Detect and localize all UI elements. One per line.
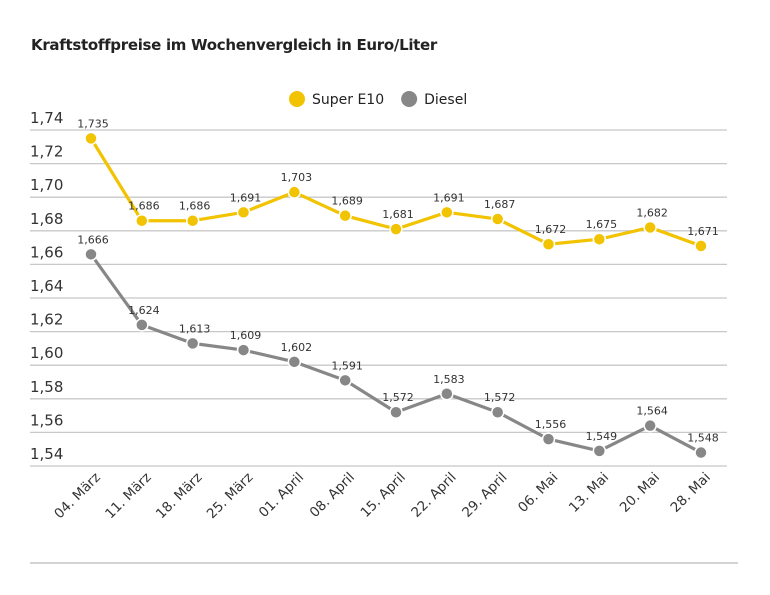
y-tick-label: 1,68 [30, 210, 63, 228]
data-label: 1,549 [586, 430, 618, 443]
data-label: 1,703 [281, 171, 313, 184]
data-point [592, 232, 607, 246]
data-label: 1,687 [484, 198, 516, 211]
data-point [185, 213, 200, 228]
data-label: 1,682 [636, 206, 668, 219]
data-label: 1,672 [535, 223, 567, 236]
data-label: 1,681 [382, 208, 414, 221]
data-point [643, 220, 657, 235]
data-label: 1,624 [128, 304, 160, 317]
y-tick-label: 1,64 [30, 277, 63, 295]
data-label: 1,689 [331, 195, 363, 208]
data-point [338, 373, 352, 388]
data-label: 1,602 [281, 341, 313, 354]
data-point [338, 208, 352, 223]
x-tick-label: 08. April [307, 470, 358, 521]
series-line [89, 253, 702, 454]
data-label: 1,686 [128, 200, 160, 213]
legend-label: Super E10 [312, 92, 384, 108]
y-tick-label: 1,72 [30, 143, 63, 161]
data-point [185, 336, 200, 351]
data-point [287, 355, 302, 369]
y-tick-label: 1,56 [30, 411, 63, 429]
y-tick-label: 1,58 [30, 378, 63, 396]
x-tick-label: 13. Mai [566, 470, 612, 516]
y-tick-label: 1,62 [30, 311, 63, 329]
data-label: 1,691 [230, 191, 262, 204]
data-label: 1,675 [586, 218, 618, 231]
data-label: 1,686 [179, 200, 211, 213]
data-point [440, 387, 454, 401]
x-tick-label: 01. April [256, 470, 307, 521]
x-tick-label: 04. März [51, 470, 104, 523]
data-label: 1,613 [179, 322, 211, 335]
legend-label: Diesel [424, 92, 467, 108]
data-label: 1,548 [687, 432, 719, 445]
x-tick-label: 15. April [357, 470, 408, 521]
data-label: 1,572 [484, 391, 516, 404]
data-point [694, 239, 708, 253]
legend-marker [401, 91, 418, 107]
data-point [135, 318, 149, 332]
y-tick-label: 1,74 [30, 109, 63, 127]
data-label: 1,671 [687, 225, 719, 238]
data-point [236, 205, 251, 220]
data-label: 1,666 [77, 233, 109, 246]
data-point [135, 213, 149, 228]
data-point [236, 343, 251, 357]
x-tick-label: 11. März [102, 470, 155, 523]
data-point [490, 212, 505, 226]
data-label: 1,735 [77, 117, 109, 130]
y-tick-label: 1,66 [30, 243, 63, 261]
data-point [643, 418, 657, 433]
y-tick-label: 1,60 [30, 344, 63, 362]
data-label: 1,609 [230, 329, 262, 342]
data-point [541, 237, 556, 251]
data-point [592, 444, 607, 458]
data-point [389, 222, 403, 236]
data-label: 1,691 [433, 191, 465, 204]
x-tick-label: 06. Mai [515, 470, 561, 516]
data-label: 1,591 [331, 359, 363, 372]
data-point [84, 247, 98, 262]
chart-title: Kraftstoffpreise im Wochenvergleich in E… [31, 36, 438, 54]
y-tick-label: 1,70 [30, 176, 63, 194]
y-tick-label: 1,54 [30, 445, 63, 463]
data-point [541, 432, 556, 446]
x-tick-label: 25. März [204, 470, 257, 523]
data-label: 1,564 [636, 405, 668, 418]
data-point [84, 131, 98, 146]
x-tick-label: 28. Mai [668, 470, 714, 516]
data-point [490, 405, 505, 419]
data-point [389, 405, 403, 419]
legend-marker [289, 91, 305, 107]
x-tick-label: 18. März [153, 470, 206, 523]
data-point [287, 185, 302, 199]
data-point [440, 205, 454, 220]
data-label: 1,556 [535, 418, 567, 431]
data-label: 1,583 [433, 373, 465, 386]
x-tick-label: 29. April [459, 470, 510, 521]
data-label: 1,572 [382, 391, 414, 404]
data-point [694, 445, 708, 460]
x-tick-label: 20. Mai [617, 470, 663, 516]
x-tick-label: 22. April [408, 470, 459, 521]
